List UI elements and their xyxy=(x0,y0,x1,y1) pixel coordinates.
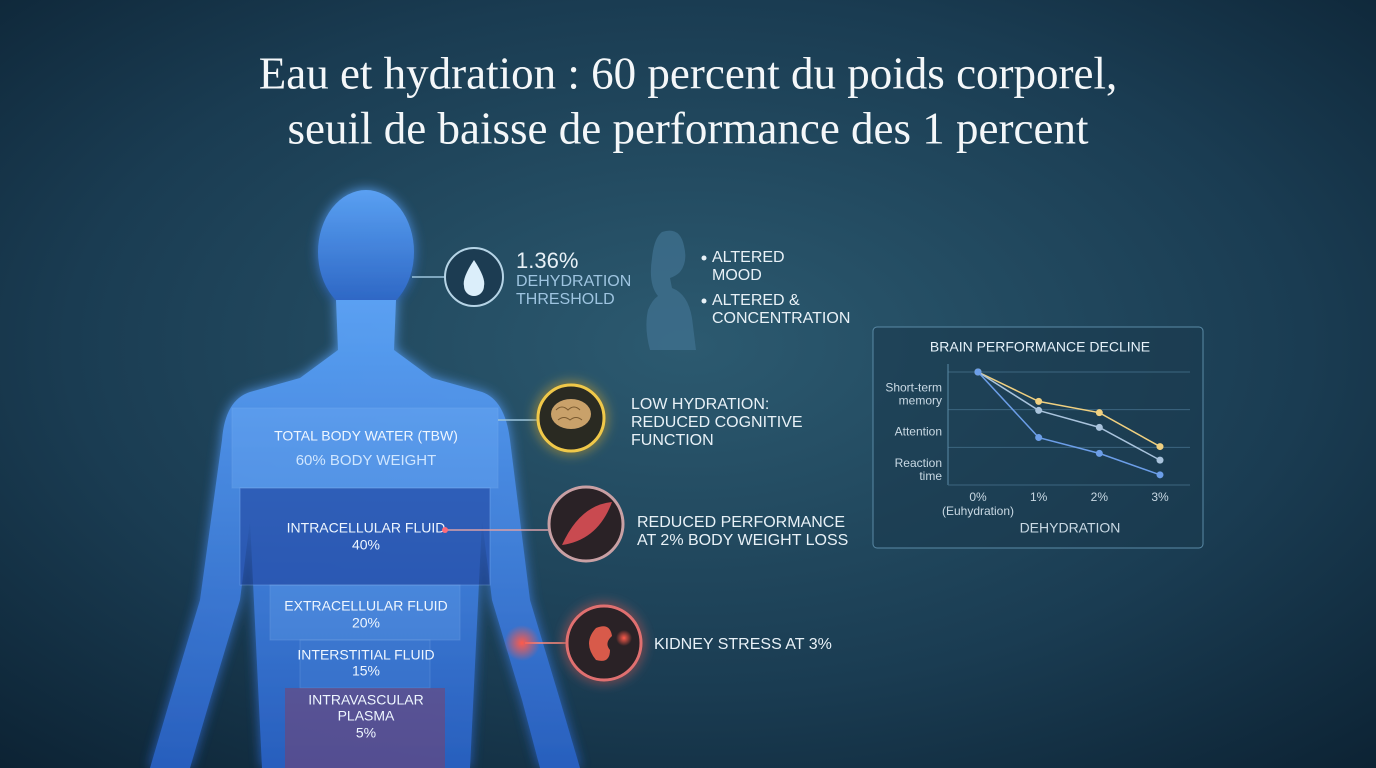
effect-text: CONCENTRATION xyxy=(712,310,850,327)
data-point xyxy=(1156,443,1164,451)
x-tick-label: 2% xyxy=(1091,490,1109,504)
threshold-value: 1.36% xyxy=(516,248,578,273)
chart-title: BRAIN PERFORMANCE DECLINE xyxy=(930,339,1150,355)
series-line xyxy=(977,371,1161,476)
effect-text: ALTERED xyxy=(712,249,785,266)
performance-text: REDUCED PERFORMANCE xyxy=(637,514,845,531)
kidney-text: KIDNEY STRESS AT 3% xyxy=(654,636,832,653)
title-line: seuil de baisse de performance des 1 per… xyxy=(288,103,1089,153)
data-point xyxy=(1035,406,1043,414)
performance-text: AT 2% BODY WEIGHT LOSS xyxy=(637,532,848,549)
data-point xyxy=(1156,471,1164,479)
icon-water xyxy=(444,247,504,307)
title-line: Eau et hydration : 60 percent du poids c… xyxy=(259,48,1118,98)
effect-text: MOOD xyxy=(712,267,762,284)
x-tick-label: 1% xyxy=(1030,490,1048,504)
row-label: memory xyxy=(899,394,942,408)
body-label: INTRACELLULAR FLUID xyxy=(287,520,446,536)
data-point xyxy=(1095,423,1103,431)
fluid-bands xyxy=(231,407,499,768)
cognitive-text: FUNCTION xyxy=(631,432,714,449)
body-label: INTERSTITIAL FLUID xyxy=(297,647,434,663)
bullet xyxy=(701,298,707,304)
marker xyxy=(442,527,448,533)
x-axis-label: DEHYDRATION xyxy=(1020,520,1121,536)
cognitive-text: LOW HYDRATION: xyxy=(631,396,769,413)
body-label: INTRAVASCULAR xyxy=(308,692,423,708)
data-point xyxy=(974,368,982,376)
threshold-label: DEHYDRATION xyxy=(516,273,631,290)
body-value: 60% BODY WEIGHT xyxy=(296,452,437,469)
connectors xyxy=(412,276,566,644)
row-label: Attention xyxy=(895,425,942,439)
x-tick-note: (Euhydration) xyxy=(942,504,1014,518)
icon-muscle xyxy=(547,485,625,563)
data-point xyxy=(1035,397,1043,405)
row-label: Reaction xyxy=(895,456,942,470)
threshold-label: THRESHOLD xyxy=(516,291,615,308)
row-label: Short-term xyxy=(885,381,942,395)
icon-brain xyxy=(536,383,606,453)
x-tick-label: 3% xyxy=(1151,490,1169,504)
data-point xyxy=(1035,434,1043,442)
kidney-glow xyxy=(504,625,540,661)
icon-kidney xyxy=(565,604,643,682)
cognitive-text: REDUCED COGNITIVE xyxy=(631,414,803,431)
body-value: 20% xyxy=(352,615,380,631)
bullet xyxy=(701,255,707,261)
series-line xyxy=(977,371,1161,448)
row-label: time xyxy=(919,469,942,483)
x-tick-label: 0% xyxy=(969,490,987,504)
woman-silhouette xyxy=(646,230,696,350)
body-value: 40% xyxy=(352,537,380,553)
data-point xyxy=(1156,456,1164,464)
body-label: EXTRACELLULAR FLUID xyxy=(284,598,447,614)
effect-text: ALTERED & xyxy=(712,292,800,309)
body-label: PLASMA xyxy=(338,708,395,724)
series-line xyxy=(977,371,1161,461)
body-label: TOTAL BODY WATER (TBW) xyxy=(274,428,458,444)
body-value: 5% xyxy=(356,725,376,741)
data-point xyxy=(1095,409,1103,417)
data-point xyxy=(1095,449,1103,457)
body-value: 15% xyxy=(352,663,380,679)
